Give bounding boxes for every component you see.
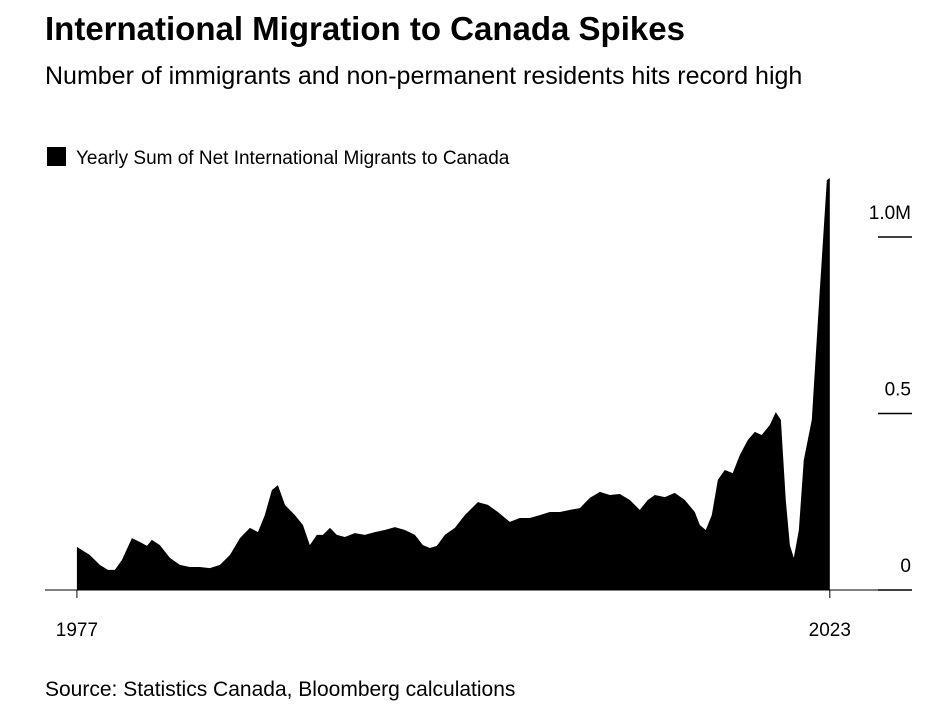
source: Source: Statistics Canada, Bloomberg cal… [45, 678, 515, 701]
x-tick-label: 1977 [56, 620, 98, 641]
legend-swatch [47, 147, 66, 166]
chart-subtitle: Number of immigrants and non-permanent r… [45, 62, 802, 90]
y-tick-label: 0 [900, 556, 911, 577]
y-tick-label: 1.0M [869, 203, 911, 224]
x-tick-label: 2023 [809, 620, 851, 641]
area [76, 178, 830, 590]
chart-title: International Migration to Canada Spikes [45, 10, 685, 47]
legend-label: Yearly Sum of Net International Migrants… [76, 148, 510, 169]
y-tick-label: 0.5 [885, 380, 911, 401]
